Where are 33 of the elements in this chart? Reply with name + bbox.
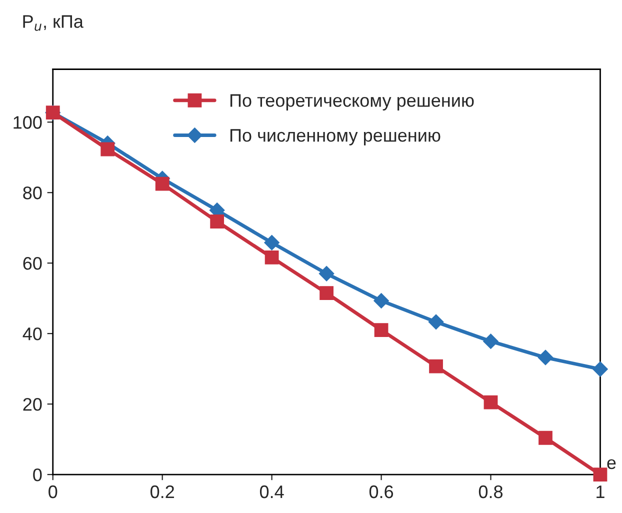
y-tick-label: 0 [33, 468, 42, 482]
point [593, 468, 608, 482]
point [538, 350, 554, 366]
y-tick-label: 100 [14, 116, 42, 129]
y-tick-label: 40 [22, 327, 42, 340]
x-tick-label: 0 [48, 485, 58, 498]
point [374, 323, 388, 337]
x-tick-label: 0.2 [150, 485, 174, 498]
point [592, 362, 608, 377]
y-tick-label: 20 [23, 398, 42, 411]
x-axis-title: e [607, 459, 616, 470]
point [155, 176, 170, 191]
point [538, 430, 552, 445]
point [483, 334, 498, 349]
legend-label: По численному решению [230, 129, 440, 146]
point [264, 250, 279, 264]
x-tick-label: 0.8 [478, 485, 503, 498]
legend-label: По теоретическому решению [230, 94, 474, 110]
point [320, 286, 334, 300]
point [210, 214, 224, 228]
y-tick-label: 60 [23, 257, 42, 270]
point [100, 142, 115, 156]
x-tick-label: 1 [596, 486, 604, 498]
point [264, 235, 280, 250]
point [484, 395, 498, 410]
point [428, 314, 444, 330]
x-tick-label: 0.4 [260, 485, 284, 498]
y-axis-title: P$_{u}$, кПа [23, 15, 84, 31]
point [374, 293, 389, 308]
x-tick-label: 0.6 [369, 485, 394, 498]
y-tick-label: 80 [23, 186, 42, 200]
point [318, 266, 334, 282]
point [429, 359, 443, 374]
